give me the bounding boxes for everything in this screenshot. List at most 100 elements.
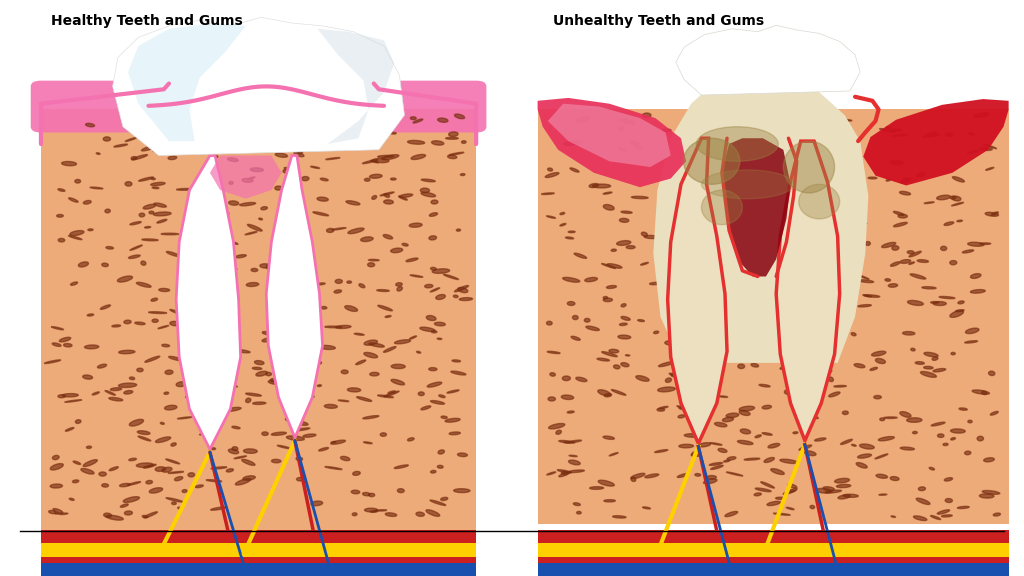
Ellipse shape <box>937 510 949 514</box>
Ellipse shape <box>411 154 426 160</box>
Ellipse shape <box>754 493 761 496</box>
Ellipse shape <box>335 279 342 283</box>
Ellipse shape <box>575 377 587 382</box>
Ellipse shape <box>716 346 720 348</box>
Ellipse shape <box>458 453 467 457</box>
Ellipse shape <box>397 287 402 291</box>
Ellipse shape <box>945 498 952 502</box>
Ellipse shape <box>286 360 294 362</box>
Ellipse shape <box>737 246 743 249</box>
Bar <box>41 524 476 547</box>
Ellipse shape <box>630 141 639 145</box>
Ellipse shape <box>816 249 822 250</box>
Ellipse shape <box>384 200 393 204</box>
Ellipse shape <box>384 347 396 353</box>
Ellipse shape <box>202 207 209 211</box>
Ellipse shape <box>734 314 748 319</box>
Ellipse shape <box>271 432 287 435</box>
Ellipse shape <box>618 127 625 130</box>
Ellipse shape <box>560 223 566 226</box>
Ellipse shape <box>441 416 447 419</box>
Ellipse shape <box>603 192 612 194</box>
Ellipse shape <box>388 391 395 393</box>
Ellipse shape <box>642 113 651 118</box>
Ellipse shape <box>611 249 616 251</box>
Ellipse shape <box>722 313 731 318</box>
Ellipse shape <box>828 134 844 136</box>
Ellipse shape <box>713 309 719 311</box>
Ellipse shape <box>732 170 746 176</box>
Ellipse shape <box>299 367 313 373</box>
Ellipse shape <box>252 367 262 370</box>
Ellipse shape <box>341 456 350 461</box>
Ellipse shape <box>123 497 139 502</box>
Ellipse shape <box>665 341 674 345</box>
Ellipse shape <box>333 132 338 135</box>
Ellipse shape <box>83 460 97 467</box>
Ellipse shape <box>462 141 466 143</box>
Ellipse shape <box>924 353 938 357</box>
Ellipse shape <box>431 471 436 473</box>
Ellipse shape <box>356 397 372 401</box>
Ellipse shape <box>886 127 891 128</box>
Ellipse shape <box>891 134 907 137</box>
Ellipse shape <box>249 177 255 179</box>
Ellipse shape <box>59 513 68 514</box>
Ellipse shape <box>631 478 636 482</box>
Ellipse shape <box>915 362 925 365</box>
Ellipse shape <box>547 472 556 475</box>
Ellipse shape <box>738 364 744 369</box>
Ellipse shape <box>242 459 255 465</box>
Polygon shape <box>776 141 840 441</box>
Ellipse shape <box>791 198 804 204</box>
Ellipse shape <box>286 418 299 422</box>
Ellipse shape <box>236 479 251 485</box>
Ellipse shape <box>144 356 160 362</box>
Ellipse shape <box>420 188 429 192</box>
Ellipse shape <box>900 260 910 263</box>
Ellipse shape <box>296 457 302 461</box>
Ellipse shape <box>726 472 743 476</box>
Ellipse shape <box>146 480 153 484</box>
Ellipse shape <box>270 378 276 382</box>
Ellipse shape <box>858 305 871 307</box>
Ellipse shape <box>982 491 999 494</box>
Ellipse shape <box>843 494 858 497</box>
Ellipse shape <box>434 322 445 326</box>
Ellipse shape <box>56 214 63 217</box>
Ellipse shape <box>924 202 934 203</box>
Ellipse shape <box>391 248 402 253</box>
Ellipse shape <box>364 442 372 444</box>
Ellipse shape <box>847 194 856 198</box>
Ellipse shape <box>751 363 759 367</box>
Ellipse shape <box>294 152 304 157</box>
Ellipse shape <box>231 426 240 429</box>
Ellipse shape <box>821 253 835 257</box>
Ellipse shape <box>154 149 163 151</box>
Ellipse shape <box>622 304 626 307</box>
Ellipse shape <box>458 287 468 293</box>
Ellipse shape <box>384 391 399 397</box>
Ellipse shape <box>54 513 59 514</box>
Ellipse shape <box>316 283 326 285</box>
Ellipse shape <box>112 325 121 327</box>
Ellipse shape <box>945 132 952 137</box>
Ellipse shape <box>287 436 304 441</box>
Ellipse shape <box>408 438 414 441</box>
Ellipse shape <box>679 444 693 448</box>
Ellipse shape <box>565 237 573 239</box>
Ellipse shape <box>92 392 99 395</box>
Ellipse shape <box>150 488 163 493</box>
Ellipse shape <box>626 355 630 356</box>
Ellipse shape <box>857 454 871 458</box>
Ellipse shape <box>63 343 72 347</box>
Ellipse shape <box>775 497 785 499</box>
Ellipse shape <box>684 117 699 123</box>
Ellipse shape <box>447 390 459 393</box>
Ellipse shape <box>44 360 60 363</box>
Ellipse shape <box>352 471 360 475</box>
Ellipse shape <box>79 262 88 267</box>
Polygon shape <box>113 17 404 156</box>
Ellipse shape <box>151 178 156 180</box>
Ellipse shape <box>852 444 856 446</box>
